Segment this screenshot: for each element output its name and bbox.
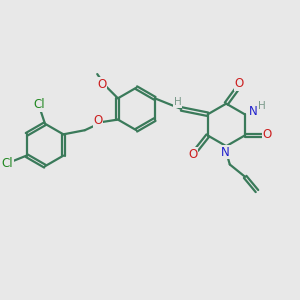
Text: H: H xyxy=(258,101,266,111)
Text: H: H xyxy=(174,98,182,107)
Text: Cl: Cl xyxy=(34,98,46,111)
Text: O: O xyxy=(94,114,103,127)
Text: N: N xyxy=(221,146,230,159)
Text: O: O xyxy=(97,78,106,91)
Text: O: O xyxy=(234,77,244,90)
Text: Cl: Cl xyxy=(2,158,13,170)
Text: O: O xyxy=(263,128,272,141)
Text: O: O xyxy=(188,148,198,160)
Text: N: N xyxy=(249,105,258,118)
